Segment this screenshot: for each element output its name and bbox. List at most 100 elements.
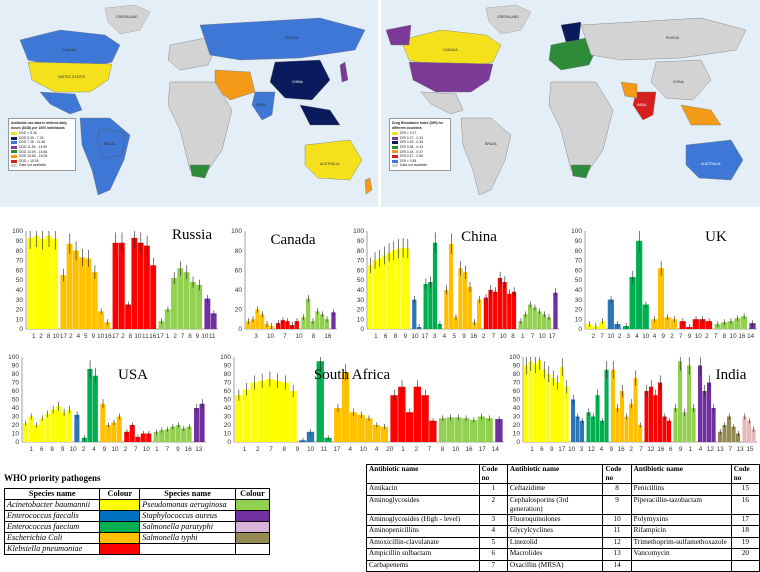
bar [740, 316, 748, 329]
x-tick-label: 10 [53, 333, 61, 340]
x-tick-label: 5 [84, 333, 88, 340]
bar [537, 311, 542, 329]
x-tick-label: 10 [296, 333, 304, 340]
bar [624, 416, 629, 442]
x-tick-label: 2 [482, 333, 486, 340]
x-tick-label: 5 [452, 333, 456, 340]
code-no: 10 [602, 513, 632, 526]
x-tick-label: 7 [600, 333, 604, 340]
x-tick-label: 7 [269, 446, 273, 453]
bar [687, 365, 692, 442]
x-tick-label: 7 [714, 333, 718, 340]
colour-swatch [234, 499, 271, 511]
usa-shape [408, 61, 494, 93]
brazil-shape [96, 127, 126, 159]
legend-item: Data not available [11, 163, 73, 168]
bar [60, 275, 67, 329]
x-tick-label: 16 [149, 333, 157, 340]
bar [246, 321, 251, 329]
bar [644, 391, 649, 442]
bar [382, 255, 387, 329]
se-asia-shape [680, 104, 722, 126]
bar [349, 412, 357, 442]
y-tick-label: 20 [575, 307, 583, 314]
bar [39, 238, 46, 329]
x-tick-label: 7 [492, 333, 496, 340]
bar [396, 248, 401, 329]
bar [542, 369, 547, 442]
bar [518, 321, 523, 329]
y-tick-label: 20 [12, 422, 20, 429]
legend-label: DDD 15.86 - 18.05 [19, 154, 48, 159]
x-tick-label: 10 [695, 333, 703, 340]
x-tick-label: 2 [124, 446, 128, 453]
x-tick-label: 9 [176, 446, 180, 453]
bar [79, 257, 86, 329]
bar [599, 321, 606, 329]
code-no: 6 [478, 548, 508, 561]
bar [55, 406, 61, 442]
y-tick-label: 0 [360, 326, 364, 333]
drug-resistance-legend: Drug Resistance Index (DRI) for differen… [389, 118, 451, 171]
bar [580, 420, 585, 442]
y-tick-label: 10 [357, 316, 365, 323]
bar [306, 298, 311, 329]
map-label-russia: RUSSIA [285, 36, 299, 40]
colour-swatch [99, 521, 141, 533]
bar [380, 426, 388, 442]
bar [485, 418, 493, 442]
bar [44, 413, 51, 442]
x-tick-label: 6 [384, 333, 388, 340]
bar [463, 272, 468, 329]
y-tick-label: 40 [575, 287, 583, 294]
who-header: Species name [139, 488, 236, 500]
y-tick-label: 60 [235, 267, 243, 274]
y-tick-label: 60 [16, 267, 24, 274]
legend-item: DRI < 0.27 [392, 131, 448, 136]
bar [413, 386, 422, 442]
legend-label: DDD 7.28 - 11.56 [19, 140, 46, 145]
bar [673, 408, 678, 442]
colour-swatch [234, 510, 271, 522]
antibiotic-name: Fluoroquinolones [506, 513, 604, 526]
code-no: 2 [478, 494, 508, 515]
bar [571, 399, 576, 442]
antibiotic-name: Ceftazidime [506, 483, 604, 496]
bar [600, 420, 605, 442]
antibiotic-name: Piperacillin-tazobactam [630, 494, 732, 515]
x-tick-label: 2 [69, 333, 73, 340]
y-tick-label: 100 [220, 354, 231, 361]
bar [158, 321, 165, 329]
legend-swatch [11, 145, 17, 149]
map-label-brazil: BRAZIL [104, 142, 117, 146]
chart-india: 0 10 20 30 40 50 60 70 80 90 100 1 6 9 17 10 3 12 4 9 16 2 7 12… [509, 349, 760, 463]
bar [85, 258, 92, 329]
legend-label: DRI 0.27 - 0.33 [400, 135, 423, 140]
bar [458, 268, 463, 329]
x-tick-label: 16 [657, 446, 665, 453]
bar [45, 235, 52, 329]
bar [678, 361, 683, 442]
x-tick-label: 7 [181, 333, 185, 340]
chart-title: USA [118, 367, 148, 383]
bar [682, 412, 687, 442]
bar [532, 307, 537, 329]
bar [488, 289, 493, 329]
south-america-shape [460, 117, 512, 196]
colour-swatch [234, 532, 271, 544]
x-tick-label: 10 [360, 446, 368, 453]
bar [679, 321, 686, 329]
bar [112, 242, 119, 329]
y-tick-label: 80 [12, 371, 20, 378]
x-tick-label: 10 [134, 333, 142, 340]
legend-title: Antibiotic use data in defined daily dos… [11, 121, 67, 130]
japan-shape [339, 61, 349, 83]
x-tick-label: 13 [737, 446, 745, 453]
bar [105, 425, 111, 442]
y-tick-label: 0 [19, 326, 23, 333]
code-no: 1 [478, 483, 508, 496]
antibiotic-use-map: GREENLAND CANADA UNITED STATES RUSSIA CH… [0, 0, 378, 207]
y-tick-label: 60 [12, 388, 20, 395]
chart-title: China [461, 229, 497, 245]
bar [334, 408, 342, 442]
